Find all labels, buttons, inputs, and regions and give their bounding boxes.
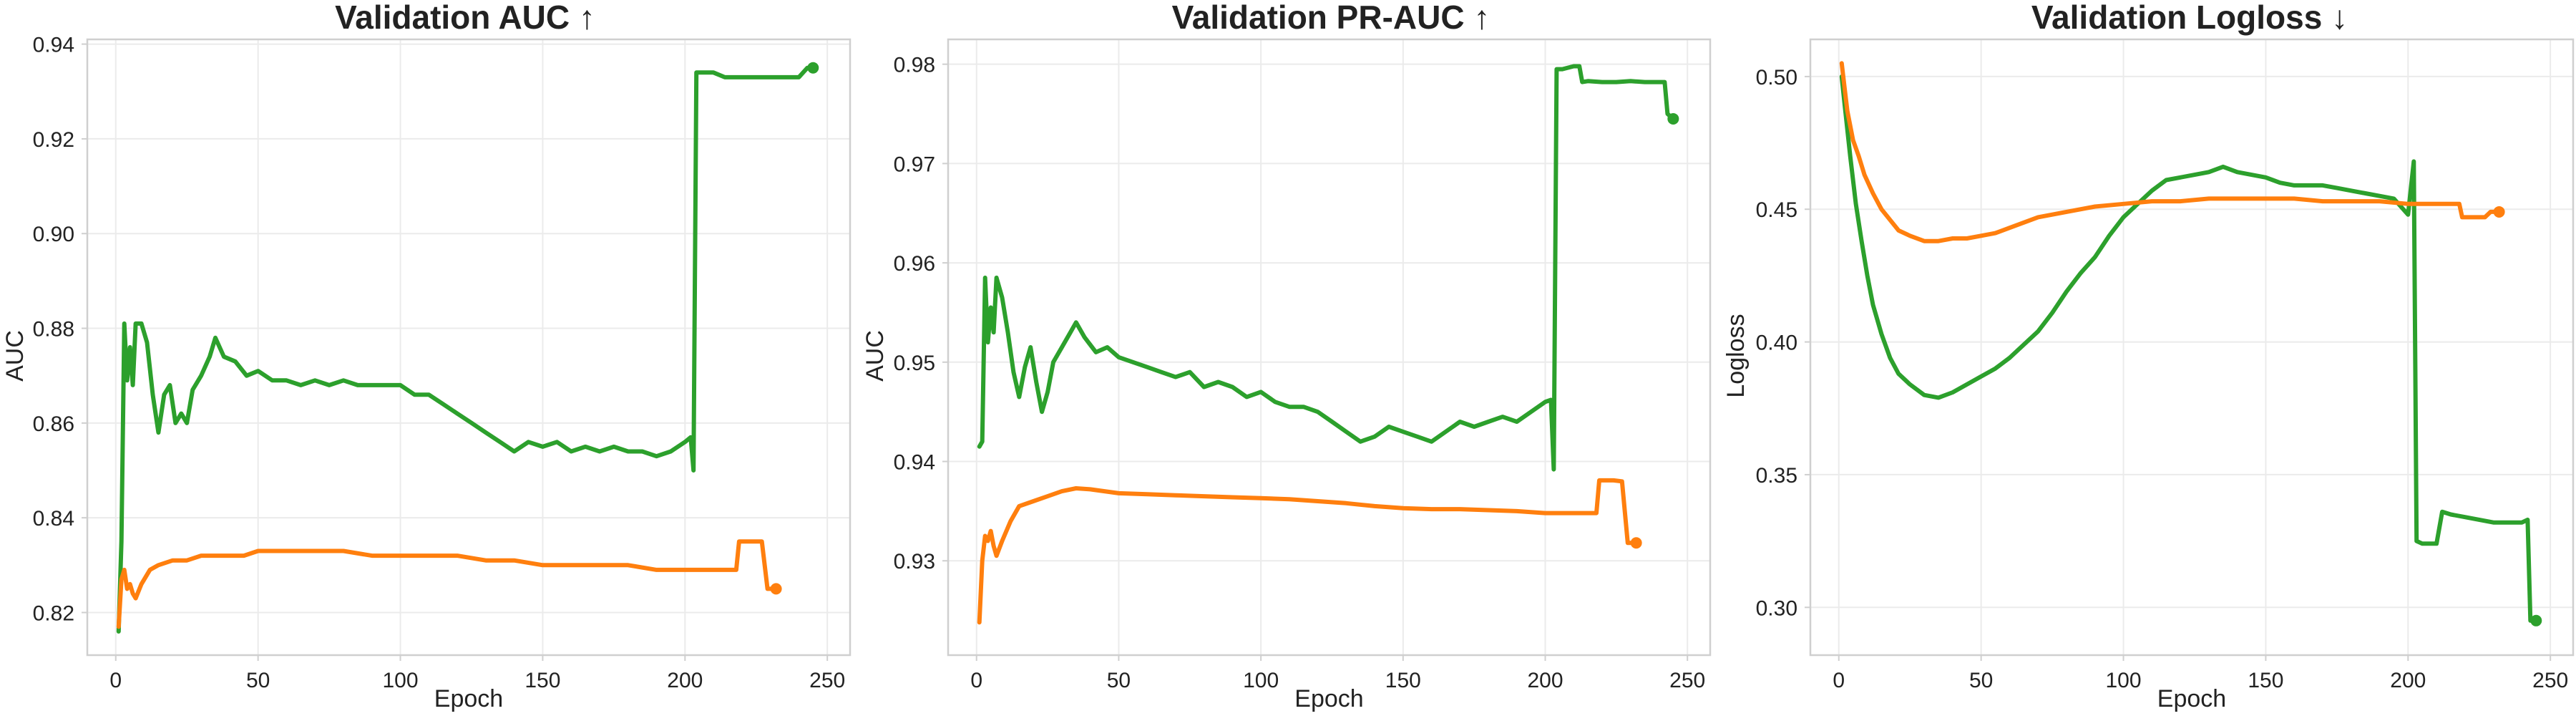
y-tick-label: 0.90 — [33, 223, 74, 246]
x-tick-label: 250 — [809, 669, 845, 692]
y-tick-label: 0.40 — [1756, 332, 1797, 355]
chart-title: Validation PR-AUC ↑ — [1172, 0, 1491, 36]
plot-frame — [1809, 38, 2575, 657]
y-tick-label: 0.95 — [894, 352, 935, 375]
x-tick-label: 100 — [1243, 669, 1279, 692]
x-tick-label: 150 — [525, 669, 560, 692]
x-tick-label: 250 — [2532, 669, 2568, 692]
series-end-marker — [1630, 537, 1642, 549]
x-tick-label: 100 — [2106, 669, 2142, 692]
x-tick-label: 200 — [2390, 669, 2426, 692]
series-end-marker — [2493, 205, 2505, 218]
x-axis-label: Epoch — [1294, 685, 1363, 712]
y-tick-label: 0.30 — [1756, 596, 1797, 620]
series-line-orange — [977, 478, 1639, 625]
y-tick-label: 0.93 — [894, 550, 935, 574]
x-tick-label: 0 — [1833, 669, 1845, 692]
x-tick-label: 100 — [383, 669, 419, 692]
y-axis-label: Logloss — [1722, 314, 1750, 397]
x-tick-label: 50 — [246, 669, 270, 692]
y-tick-label: 0.50 — [1756, 66, 1797, 90]
x-tick-label: 0 — [109, 669, 122, 692]
y-tick-label: 0.35 — [1756, 464, 1797, 488]
y-tick-label: 0.98 — [894, 54, 935, 77]
series-end-marker — [807, 62, 819, 74]
x-tick-label: 200 — [667, 669, 703, 692]
series-end-marker — [1667, 112, 1679, 125]
x-tick-label: 0 — [970, 669, 982, 692]
x-axis-label: Epoch — [2157, 685, 2226, 712]
series-line-green — [116, 65, 816, 634]
chart-panel-2: 0 50 100 150 200 250 0.93 0.94 0.95 0.96 0.97 0.98 V… — [862, 0, 1712, 712]
x-tick-label: 250 — [1669, 669, 1705, 692]
series-line-green — [977, 64, 1676, 472]
y-tick-label: 0.96 — [894, 252, 935, 276]
x-tick-label: 50 — [1107, 669, 1131, 692]
series-line-orange — [1839, 61, 2502, 243]
plot-frame — [947, 38, 1712, 657]
x-tick-label: 150 — [1385, 669, 1421, 692]
x-tick-label: 50 — [1969, 669, 1993, 692]
x-tick-label: 150 — [2248, 669, 2283, 692]
series-end-marker — [770, 583, 782, 595]
chart-panel-3: 0 50 100 150 200 250 0.30 0.35 0.40 0.45 0.50 Valid… — [1722, 0, 2575, 712]
y-axis-label: AUC — [1, 330, 29, 382]
plot-frame — [86, 38, 852, 657]
series-line-orange — [116, 539, 779, 629]
y-tick-label: 0.92 — [33, 128, 74, 152]
y-tick-label: 0.94 — [33, 34, 74, 57]
series-line-green — [1839, 74, 2539, 623]
y-tick-label: 0.94 — [894, 451, 935, 475]
series-end-marker — [2530, 614, 2542, 626]
y-tick-label: 0.84 — [33, 507, 74, 531]
y-tick-label: 0.97 — [894, 153, 935, 176]
chart-title: Validation Logloss ↓ — [2031, 0, 2348, 36]
chart-panel-1: 0 50 100 150 200 250 0.82 0.84 0.86 0.88 0.90 0.92 0… — [1, 0, 852, 712]
y-tick-label: 0.45 — [1756, 198, 1797, 222]
chart-title: Validation AUC ↑ — [335, 0, 595, 36]
y-axis-label: AUC — [862, 330, 889, 382]
y-tick-label: 0.86 — [33, 412, 74, 436]
x-tick-label: 200 — [1527, 669, 1563, 692]
x-axis-label: Epoch — [434, 685, 503, 712]
y-tick-label: 0.88 — [33, 318, 74, 342]
y-tick-label: 0.82 — [33, 601, 74, 625]
